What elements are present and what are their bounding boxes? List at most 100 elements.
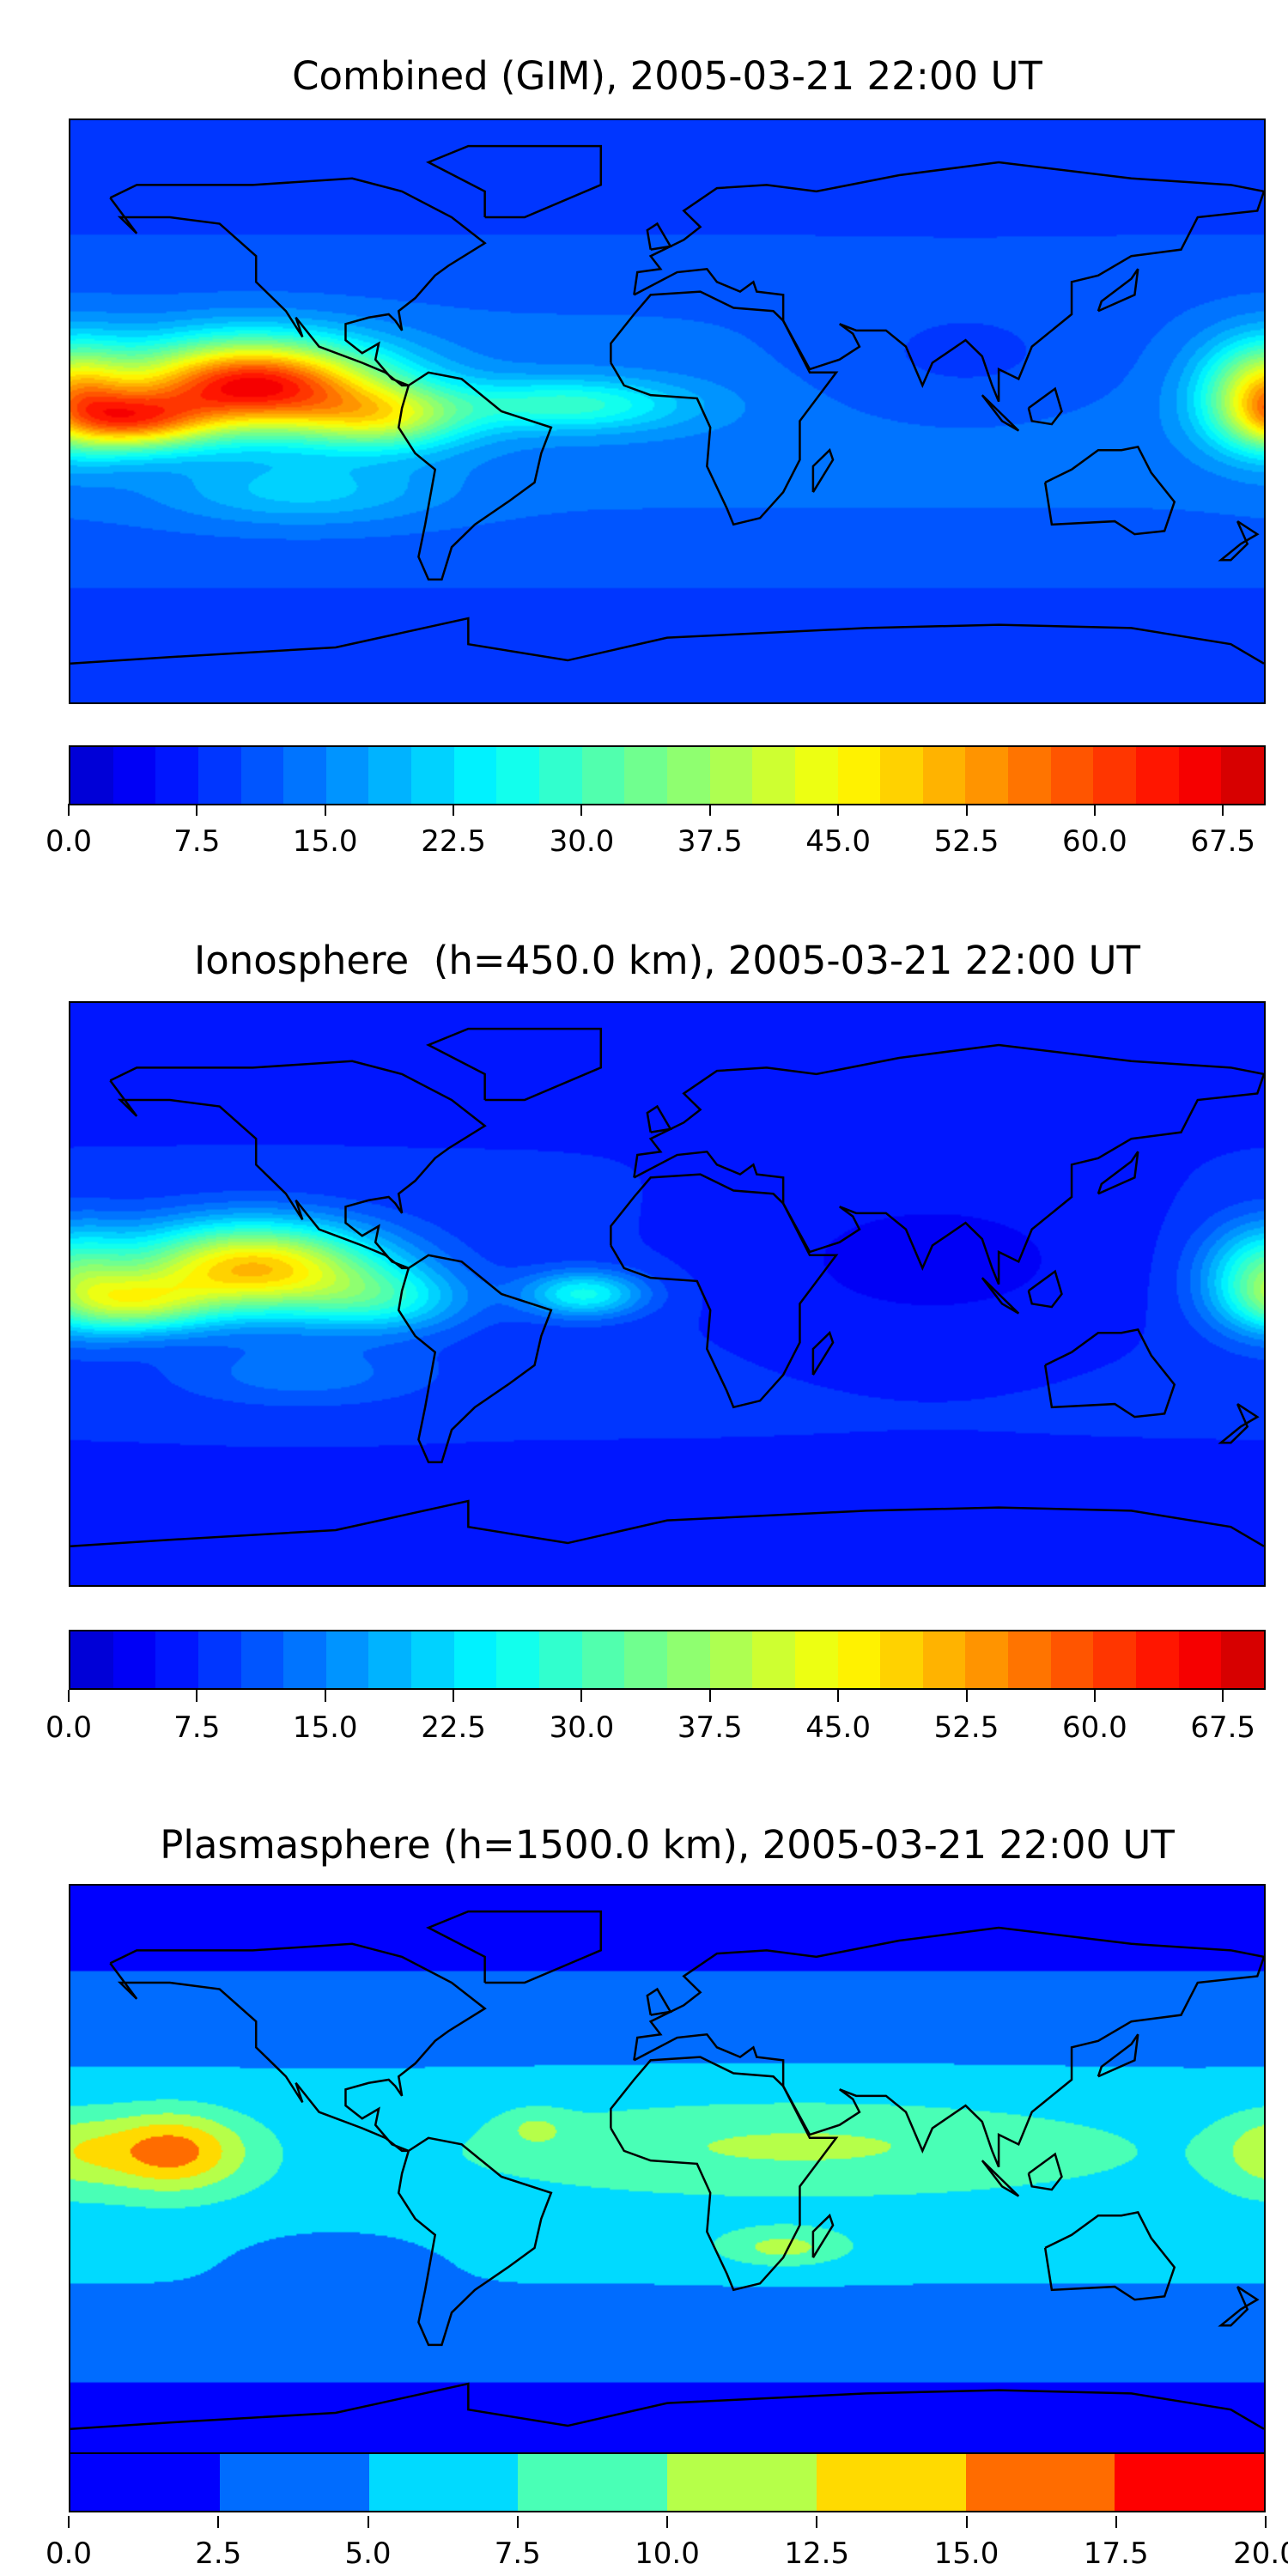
colorbar-swatch — [581, 1631, 625, 1688]
coastline-north-america — [110, 1944, 484, 2151]
coastline-madagascar — [813, 2215, 833, 2257]
colorbar-tick-label: 37.5 — [677, 1710, 743, 1745]
colorbar-tick-label: 17.5 — [1083, 2537, 1149, 2571]
coastline-sumatra — [982, 1278, 1018, 1313]
colorbar-tick — [68, 804, 70, 816]
colorbar-swatch — [1008, 1631, 1051, 1688]
colorbar-swatch — [837, 1631, 881, 1688]
colorbar-swatch — [219, 2454, 369, 2511]
colorbar-tick — [580, 804, 583, 816]
colorbar-tick-label: 52.5 — [933, 824, 999, 859]
colorbar-swatch — [1136, 747, 1179, 804]
colorbar-swatch — [496, 1631, 540, 1688]
map-title-plasmasphere: Plasmasphere (h=1500.0 km), 2005-03-21 2… — [160, 1822, 1175, 1868]
colorbar-swatch — [965, 747, 1009, 804]
coastline-eurasia — [634, 1045, 1264, 1285]
colorbar-swatch — [70, 2454, 220, 2511]
coastline-antarctica — [70, 2384, 1264, 2429]
colorbar-tick-label: 12.5 — [784, 2537, 850, 2571]
coastline-antarctica — [70, 1501, 1264, 1546]
colorbar-swatch — [1136, 1631, 1179, 1688]
coastline-britain — [647, 224, 671, 250]
colorbar-plasmasphere — [69, 2452, 1266, 2512]
colorbar-tick-label: 2.5 — [195, 2537, 242, 2571]
colorbar-tick-label: 7.5 — [173, 1710, 221, 1745]
coastline-madagascar — [813, 450, 833, 492]
coastline-eurasia — [634, 162, 1264, 402]
colorbar-tick — [367, 2516, 369, 2528]
coastline-australia — [1045, 2212, 1175, 2300]
colorbar-tick — [324, 1690, 326, 1702]
colorbar-tick-label: 7.5 — [173, 824, 221, 859]
colorbar-tick — [68, 2516, 70, 2528]
coastline-borneo — [1029, 1272, 1062, 1307]
map-ionosphere — [69, 1001, 1266, 1587]
colorbar-tick — [708, 1690, 711, 1702]
colorbar-tick — [196, 804, 198, 816]
colorbar-tick — [580, 1690, 583, 1702]
coastline-japan — [1098, 269, 1138, 311]
colorbar-swatch — [1178, 1631, 1222, 1688]
colorbar-tick — [516, 2516, 519, 2528]
colorbar-tick — [68, 1690, 70, 1702]
colorbar-swatch — [155, 747, 198, 804]
coastline-borneo — [1029, 389, 1062, 424]
colorbar-swatch — [965, 2454, 1115, 2511]
colorbar-tick-label: 22.5 — [421, 1710, 486, 1745]
colorbar-tick — [1265, 2516, 1267, 2528]
colorbar-swatch — [667, 2454, 817, 2511]
colorbar-swatch — [624, 747, 667, 804]
colorbar-swatch — [518, 2454, 667, 2511]
colorbar-tick — [816, 2516, 818, 2528]
colorbar-swatch — [624, 1631, 667, 1688]
coastline-japan — [1098, 2034, 1138, 2076]
colorbar-swatch — [325, 747, 369, 804]
colorbar-swatch — [70, 747, 113, 804]
colorbar-ticks-ionosphere: 0.0 7.5 15.0 22.5 30.0 37.5 45.0 52.5 60.0 67.5 — [46, 1690, 1266, 1750]
colorbar-tick-label: 7.5 — [494, 2537, 541, 2571]
coastline-south-america — [398, 373, 551, 580]
colorbar-tick — [1222, 804, 1224, 816]
coastline-antarctica — [70, 618, 1264, 664]
colorbar-tick — [453, 804, 455, 816]
coastline-africa — [611, 2057, 836, 2290]
colorbar-tick — [708, 804, 711, 816]
colorbar-swatch — [112, 1631, 156, 1688]
colorbar-tick-label: 0.0 — [45, 824, 93, 859]
colorbar-swatch — [368, 1631, 412, 1688]
colorbar-tick — [965, 1690, 968, 1702]
coastline-sumatra — [982, 395, 1018, 430]
colorbar-tick-label: 20.0 — [1233, 2537, 1288, 2571]
colorbar-swatch — [1050, 1631, 1094, 1688]
colorbar-swatch — [1050, 747, 1094, 804]
coastline-madagascar — [813, 1333, 833, 1375]
colorbar-ionosphere — [69, 1630, 1266, 1690]
colorbar-tick-label: 0.0 — [45, 2537, 93, 2571]
colorbar-tick-label: 10.0 — [635, 2537, 700, 2571]
colorbar-swatch — [816, 2454, 966, 2511]
colorbar-swatch — [880, 1631, 923, 1688]
coastline-japan — [1098, 1151, 1138, 1194]
coastline-south-america — [398, 2138, 551, 2345]
colorbar-swatch — [1221, 1631, 1264, 1688]
coastline-australia — [1045, 1329, 1175, 1417]
coastline-north-america — [110, 1061, 484, 1268]
colorbar-tick — [217, 2516, 220, 2528]
colorbar-swatch — [709, 1631, 753, 1688]
colorbar-swatch — [539, 747, 582, 804]
colorbar-tick — [965, 804, 968, 816]
colorbar-swatch — [837, 747, 881, 804]
coastline-britain — [647, 1990, 671, 2015]
map-title-combined: Combined (GIM), 2005-03-21 22:00 UT — [292, 53, 1042, 99]
colorbar-tick-label: 52.5 — [933, 1710, 999, 1745]
colorbar-tick-label: 45.0 — [805, 1710, 871, 1745]
heatmap-combined — [70, 120, 1264, 702]
coastline-new-zealand — [1221, 521, 1257, 560]
coastline-greenland — [428, 1029, 601, 1100]
colorbar-swatch — [283, 747, 326, 804]
colorbar-swatch — [453, 1631, 497, 1688]
coastline-greenland — [428, 1911, 601, 1983]
colorbar-tick-label: 15.0 — [933, 2537, 999, 2571]
colorbar-tick-label: 37.5 — [677, 824, 743, 859]
colorbar-tick-label: 15.0 — [292, 1710, 358, 1745]
